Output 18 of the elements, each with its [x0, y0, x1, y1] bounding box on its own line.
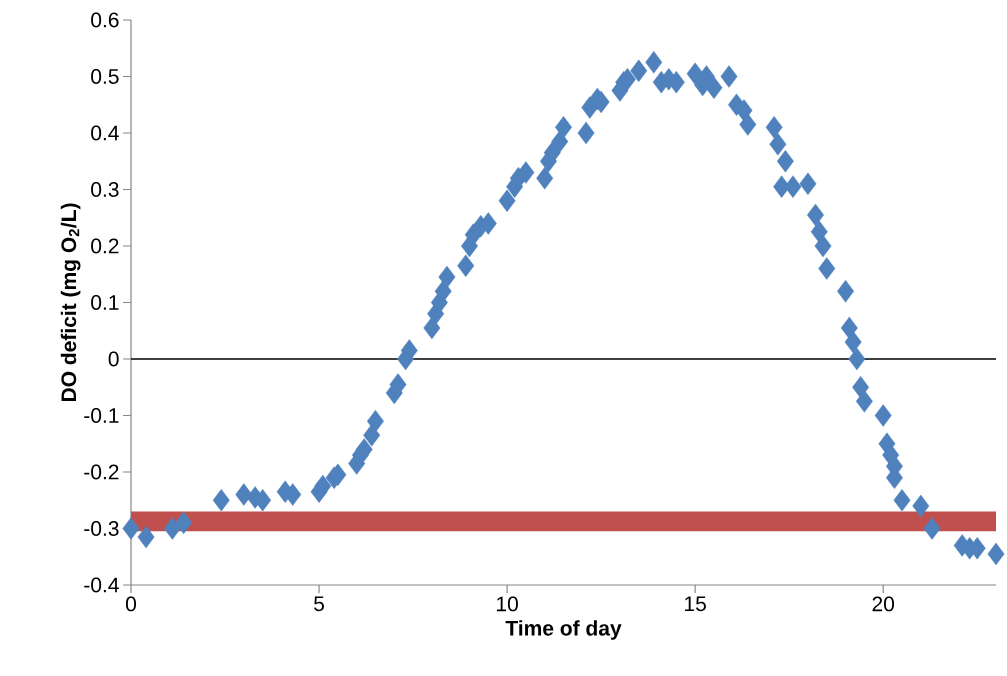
- y-tick-label: 0.1: [91, 295, 119, 310]
- x-tick-label: 0: [126, 596, 137, 612]
- x-tick-label: 20: [872, 596, 895, 612]
- y-tick-label: -0.1: [84, 408, 119, 423]
- y-axis-title: DO deficit (mg O$_{2}$/L): [60, 203, 81, 402]
- y-tick-label: -0.3: [84, 521, 119, 536]
- y-tick-label: 0.5: [91, 69, 119, 84]
- y-tick-label: -0.2: [84, 464, 119, 480]
- y-tick-label: 0.6: [91, 12, 119, 28]
- y-tick-label: 0: [108, 351, 119, 367]
- x-axis-title: Time of day: [505, 620, 622, 640]
- x-tick-label: 5: [314, 596, 325, 612]
- x-tick-label: 10: [497, 596, 518, 612]
- y-tick-label: 0.4: [91, 125, 119, 141]
- y-tick-label: -0.4: [84, 577, 119, 593]
- y-tick-label: 0.2: [91, 238, 119, 254]
- y-tick-label: 0.3: [91, 182, 119, 197]
- x-tick-label: 15: [685, 596, 706, 612]
